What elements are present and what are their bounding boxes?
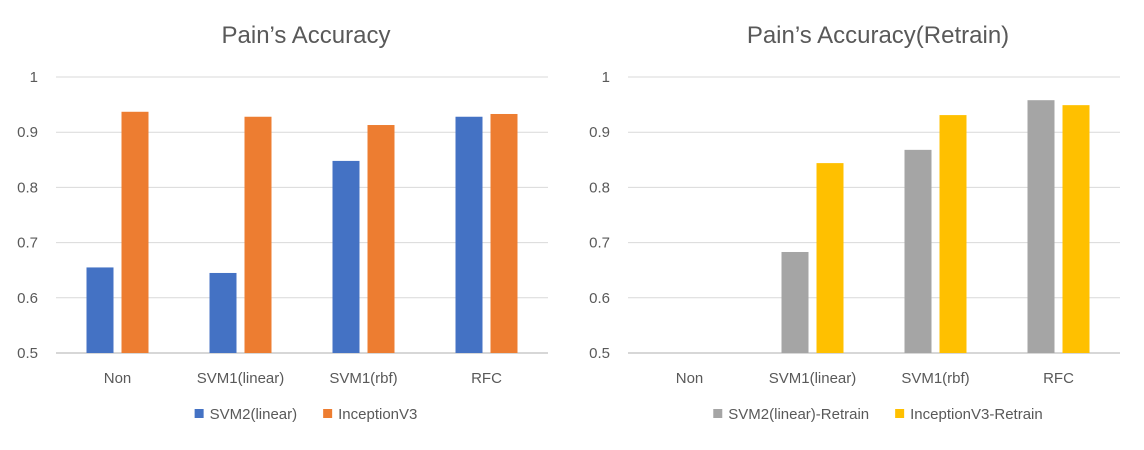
x-tick-label: RFC: [1043, 370, 1074, 387]
legend-swatch-svm2-linear-retrain: [713, 409, 723, 418]
legend-label: InceptionV3-Retrain: [910, 406, 1043, 423]
y-tick-label: 1: [602, 69, 610, 86]
y-tick-label: 0.9: [589, 124, 610, 141]
bar-svm2-linear-retrain-svm1-rbf: [904, 149, 932, 353]
x-tick-label: SVM1(linear): [197, 370, 285, 387]
chart-panel-accuracy-retrain: Pain’s Accuracy(Retrain) 0.5 0.6 0.7 0.8 0.9 1…: [572, 0, 1138, 450]
y-tick-label: 0.6: [17, 290, 38, 307]
x-tick-label: SVM1(linear): [769, 370, 857, 387]
bar-inceptionv3-retrain-rfc: [1062, 105, 1090, 353]
y-tick-label: 0.5: [17, 345, 38, 362]
legend-label: SVM2(linear)-Retrain: [728, 406, 869, 423]
x-tick-label: Non: [676, 370, 704, 387]
x-tick-label: SVM1(rbf): [329, 370, 397, 387]
bar-chart-accuracy-retrain: Pain’s Accuracy(Retrain) 0.5 0.6 0.7 0.8 0.9 1…: [589, 22, 1120, 423]
bar-svm2-linear-non: [86, 267, 114, 353]
y-tick-label: 0.7: [17, 235, 38, 252]
legend-swatch-inceptionv3: [323, 409, 333, 418]
y-tick-label: 0.5: [589, 345, 610, 362]
bar-inceptionv3-svm1-rbf: [367, 125, 395, 353]
bar-inceptionv3-svm1-linear: [244, 116, 272, 353]
bar-inceptionv3-retrain-svm1-rbf: [939, 115, 967, 353]
y-tick-label: 0.9: [17, 124, 38, 141]
bar-inceptionv3-non: [121, 111, 149, 353]
x-tick-label: RFC: [471, 370, 502, 387]
y-tick-label: 0.8: [589, 179, 610, 196]
bar-inceptionv3-rfc: [490, 113, 518, 353]
bar-svm2-linear-retrain-svm1-linear: [781, 251, 809, 353]
bar-svm2-linear-retrain-rfc: [1027, 100, 1055, 354]
bar-chart-accuracy: Pain’s Accuracy 0.5 0.6 0.7 0.8 0.9 1 Non SVM1(l…: [17, 22, 548, 423]
bar-svm2-linear-svm1-rbf: [332, 160, 360, 353]
legend-label: InceptionV3: [338, 406, 417, 423]
x-tick-label: Non: [104, 370, 132, 387]
legend-swatch-inceptionv3-retrain: [895, 409, 905, 418]
y-tick-label: 1: [30, 69, 38, 86]
chart-title: Pain’s Accuracy: [222, 22, 391, 49]
bar-svm2-linear-rfc: [455, 116, 483, 353]
bar-inceptionv3-retrain-svm1-linear: [816, 163, 844, 353]
y-tick-label: 0.7: [589, 235, 610, 252]
y-tick-label: 0.8: [17, 179, 38, 196]
legend-swatch-svm2-linear: [194, 409, 204, 418]
legend-label: SVM2(linear): [210, 406, 298, 423]
x-tick-label: SVM1(rbf): [901, 370, 969, 387]
chart-title: Pain’s Accuracy(Retrain): [747, 22, 1009, 49]
bar-svm2-linear-svm1-linear: [209, 272, 237, 353]
chart-panel-accuracy: Pain’s Accuracy 0.5 0.6 0.7 0.8 0.9 1 Non SVM1(l…: [0, 0, 566, 450]
y-tick-label: 0.6: [589, 290, 610, 307]
